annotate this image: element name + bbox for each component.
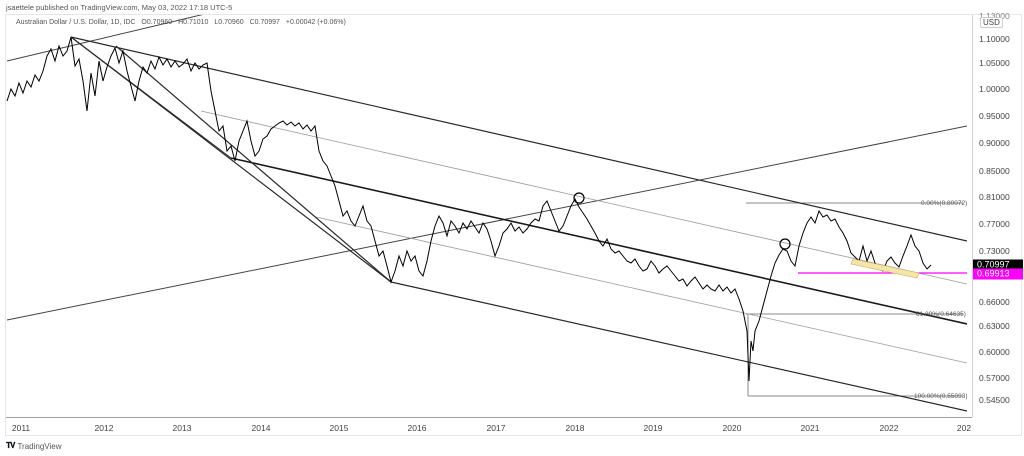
currency-badge[interactable]: USD [980, 17, 1003, 28]
y-tick: 1.05000 [979, 58, 1010, 68]
ohlc-high: H0.71010 [178, 19, 209, 26]
y-tick: 1.10000 [979, 34, 1010, 44]
x-tick: 2018 [565, 423, 585, 433]
y-tick: 0.57000 [979, 373, 1010, 383]
brand-name: TradingView [17, 441, 62, 451]
rising-trendline-lower [6, 125, 967, 321]
symbol-legend: Australian Dollar / U.S. Dollar, 1D, IDC… [16, 19, 350, 26]
y-tick: 0.90000 [979, 138, 1010, 148]
support-zone [850, 258, 920, 279]
x-tick: 2022 [879, 423, 899, 433]
x-tick: 2012 [94, 423, 114, 433]
ohlc-low: L0.70960 [214, 19, 244, 26]
price-line [6, 36, 932, 382]
price-change: +0.00042 (+0.06%) [285, 19, 346, 26]
channel-top-line [70, 36, 967, 242]
ohlc-open: O0.70960 [141, 19, 173, 26]
y-tick: 0.63000 [979, 321, 1010, 331]
published-by-text: jsaettele published on TradingView.com, … [6, 3, 233, 12]
price-plot[interactable] [6, 15, 967, 417]
y-tick: 0.81000 [979, 192, 1010, 202]
last-price-label: 0.70997 [973, 259, 1023, 271]
tradingview-logo-icon: 𝐓𝐕 [6, 441, 16, 450]
x-tick: 2011 [11, 423, 31, 433]
chart-frame[interactable]: Australian Dollar / U.S. Dollar, 1D, IDC… [5, 11, 1023, 437]
symbol-name: Australian Dollar / U.S. Dollar, 1D, IDC [16, 19, 136, 26]
marker-circle-2020 [779, 238, 791, 250]
x-tick: 202 [956, 423, 972, 433]
y-tick: 0.85000 [979, 166, 1010, 176]
channel-mid-line-2 [315, 216, 967, 364]
tradingview-brand[interactable]: 𝐓𝐕 TradingView [6, 441, 62, 451]
fib-label-0: 0.00%(0.80072) [921, 200, 968, 207]
y-tick: 0.73000 [979, 246, 1010, 256]
magenta-level-label: 0.69913 [973, 268, 1023, 280]
x-tick: 2013 [172, 423, 192, 433]
y-tick: 0.54500 [979, 395, 1010, 405]
ohlc-close: C0.70997 [249, 19, 280, 26]
fan-line-3 [70, 36, 232, 159]
y-tick: 0.66000 [979, 297, 1010, 307]
fan-line-2 [115, 45, 392, 283]
y-tick: 0.95000 [979, 111, 1010, 121]
y-tick: 0.60000 [979, 347, 1010, 357]
y-tick: 1.00000 [979, 84, 1010, 94]
marker-circle-2018 [573, 192, 585, 204]
time-axis[interactable]: 2011 2012 2013 2014 2015 2016 2017 2018 … [6, 417, 972, 437]
x-tick: 2017 [486, 423, 506, 433]
rising-trendline-upper [6, 15, 203, 62]
fib-label-100: 100.00%(0.55093) [914, 393, 968, 400]
channel-bottom-line [390, 281, 967, 412]
y-tick-top: 1.13000 [979, 11, 1010, 21]
x-tick: 2021 [800, 423, 820, 433]
y-tick: 0.77000 [979, 219, 1010, 229]
x-tick: 2019 [643, 423, 663, 433]
x-tick: 2020 [722, 423, 742, 433]
fib-label-618: 61.80%(0.64635) [916, 311, 966, 318]
x-tick: 2014 [251, 423, 271, 433]
x-tick: 2016 [407, 423, 427, 433]
price-axis[interactable]: 1.13000 USD 1.10000 1.05000 1.00000 0.95… [972, 11, 1023, 417]
x-tick: 2015 [329, 423, 349, 433]
